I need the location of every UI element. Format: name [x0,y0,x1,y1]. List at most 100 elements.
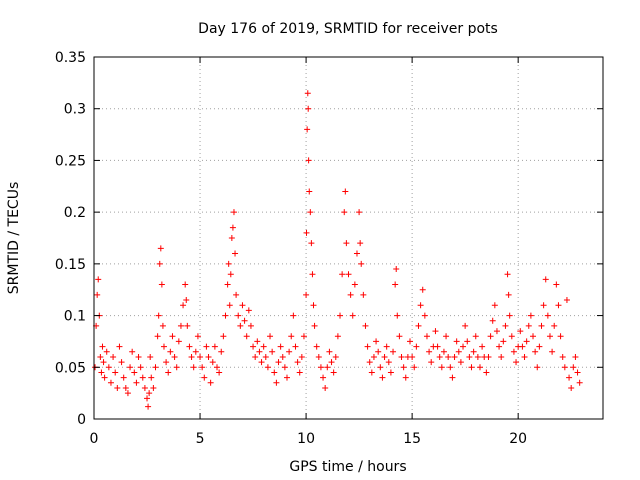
data-point [451,353,458,360]
y-tick-label: 0.1 [64,309,86,325]
data-point [468,364,475,371]
data-point [563,297,570,304]
data-point [309,271,316,278]
y-axis-label: SRMTID / TECUs [6,182,22,295]
data-point [192,348,199,355]
data-point [421,312,428,319]
data-point [222,312,229,319]
data-point [555,302,562,309]
data-point [385,359,392,366]
data-point [144,395,151,402]
data-point [103,348,110,355]
x-tick-label: 10 [297,431,315,447]
data-point [114,384,121,391]
data-point [305,105,312,112]
data-point [273,379,280,386]
data-point [476,364,483,371]
data-point [343,240,350,247]
data-point [110,353,117,360]
data-point [156,260,163,267]
data-point [95,276,102,283]
data-point [173,364,180,371]
data-point [393,266,400,273]
data-point [370,353,377,360]
data-point [99,343,106,350]
data-point [566,374,573,381]
data-point [443,333,450,340]
data-point [294,359,301,366]
data-point [227,271,234,278]
data-point [313,343,320,350]
data-point [360,291,367,298]
data-point [345,271,352,278]
data-point [417,302,424,309]
data-point [139,374,146,381]
data-point [228,235,235,241]
data-point [423,333,430,340]
data-point [383,343,390,350]
data-point [447,364,454,371]
data-point [402,374,409,381]
data-point [542,276,549,283]
data-point [508,333,515,340]
data-point [440,348,447,355]
data-point [513,359,520,366]
data-point [214,364,221,371]
data-point [315,353,322,360]
data-point [298,353,305,360]
data-point [165,369,172,376]
data-point [112,369,119,376]
data-point [377,364,384,371]
data-point [570,364,577,371]
y-tick-label: 0.2 [64,205,86,221]
data-point [159,322,166,329]
data-point [311,322,318,329]
data-point [267,333,274,340]
data-point [256,348,263,355]
data-point [237,322,244,329]
data-point [131,369,138,376]
data-point [147,353,154,360]
data-point [324,364,331,371]
data-point [493,328,500,335]
data-point [549,348,556,355]
data-point [163,359,170,366]
data-point [160,343,167,350]
data-point [141,384,148,391]
data-point [157,245,164,252]
data-point [504,271,511,278]
data-point [207,379,214,386]
data-point [510,348,517,355]
data-point [415,322,422,329]
data-point [400,364,407,371]
data-point [180,302,187,309]
data-point [225,260,232,267]
data-point [551,322,558,329]
ticks-layer: 0 0.05 0.1 0.15 0.2 0.25 0.3 0.35 0 5 10 15 20 [55,50,603,447]
data-point [304,126,311,133]
data-point [574,369,581,376]
x-tick-label: 15 [403,431,421,447]
data-point [145,403,152,410]
data-point [334,333,341,340]
data-point [544,312,551,319]
data-point [546,333,553,340]
data-point [519,343,526,350]
data-point [438,364,445,371]
data-point [124,390,131,397]
data-point [184,322,191,329]
data-point [419,286,426,293]
data-point [169,333,176,340]
data-point [413,343,420,350]
data-point [258,359,265,366]
data-point [247,322,254,329]
data-point [286,348,293,355]
data-point [487,333,494,340]
data-point [358,260,365,267]
y-tick-label: 0.05 [55,360,86,376]
data-point [120,374,127,381]
data-point [300,333,307,340]
data-point [98,369,105,376]
data-point [483,369,490,376]
data-point [269,348,276,355]
